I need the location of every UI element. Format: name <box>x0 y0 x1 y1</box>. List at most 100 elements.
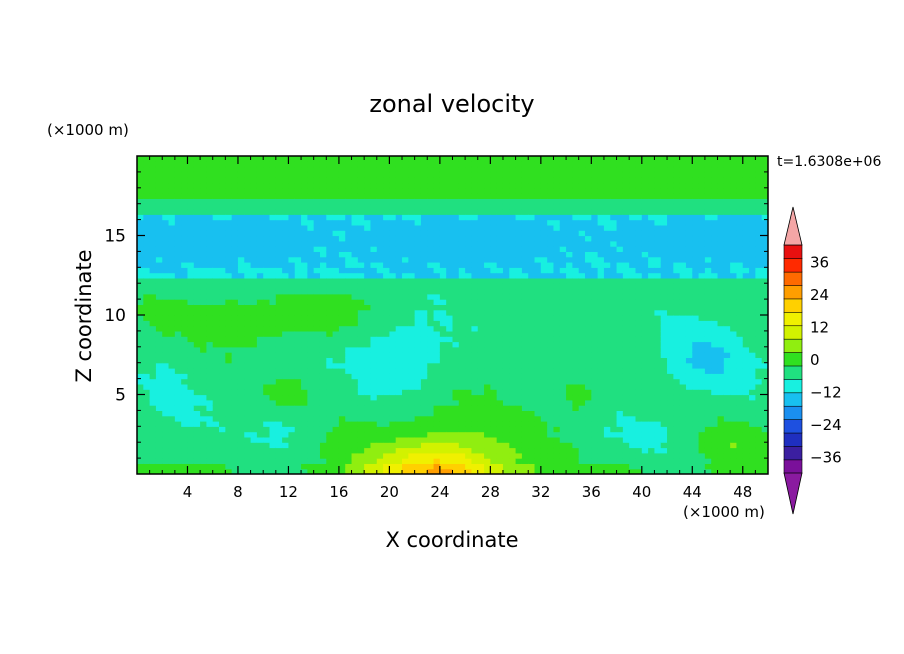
contour-cell <box>408 442 416 449</box>
contour-cell <box>635 383 643 390</box>
contour-cell <box>610 267 618 274</box>
contour-cell <box>395 357 403 364</box>
contour-cell <box>370 171 378 178</box>
contour-cell <box>263 277 271 284</box>
contour-cell <box>143 330 151 337</box>
contour-cell <box>212 161 220 168</box>
contour-cell <box>534 182 542 189</box>
contour-cell <box>200 166 208 173</box>
contour-cell <box>427 357 435 364</box>
contour-cell <box>244 468 252 474</box>
contour-cell <box>490 246 498 252</box>
contour-cell <box>301 431 308 438</box>
contour-cell <box>244 203 252 210</box>
contour-cell <box>402 309 409 316</box>
contour-cell <box>263 240 271 247</box>
contour-cell <box>433 177 441 184</box>
contour-cell <box>427 230 435 237</box>
contour-cell <box>301 458 308 464</box>
contour-cell <box>383 277 390 284</box>
contour-cell <box>622 320 630 327</box>
contour-cell <box>364 421 372 427</box>
contour-cell <box>137 315 144 321</box>
contour-cell <box>566 299 573 305</box>
contour-cell <box>206 219 214 226</box>
contour-cell <box>465 272 473 279</box>
contour-cell <box>402 156 409 162</box>
contour-cell <box>275 171 283 178</box>
contour-cell <box>282 373 290 380</box>
contour-cell <box>155 442 163 449</box>
contour-cell <box>364 224 372 231</box>
contour-cell <box>559 166 567 173</box>
contour-cell <box>269 224 277 231</box>
contour-cell <box>477 193 485 199</box>
contour-cell <box>566 383 573 390</box>
contour-cell <box>547 219 555 226</box>
contour-cell <box>559 299 567 305</box>
contour-cell <box>376 362 384 369</box>
contour-cell <box>345 341 353 348</box>
contour-cell <box>547 436 555 443</box>
contour-cell <box>269 373 277 380</box>
contour-cell <box>446 389 454 396</box>
contour-cell <box>193 415 201 422</box>
contour-cell <box>187 362 195 369</box>
contour-cell <box>263 458 271 464</box>
contour-cell <box>521 171 529 178</box>
contour-cell <box>162 336 170 343</box>
contour-cell <box>193 426 201 433</box>
contour-cell <box>408 277 416 284</box>
contour-cell <box>521 230 529 237</box>
contour-cell <box>402 357 409 364</box>
contour-cell <box>471 463 479 470</box>
contour-cell <box>288 235 296 242</box>
contour-cell <box>275 426 283 433</box>
contour-cell <box>364 214 372 221</box>
contour-cell <box>212 299 220 305</box>
contour-cell <box>648 336 656 343</box>
contour-cell <box>326 272 334 279</box>
contour-cell <box>597 166 605 173</box>
contour-cell <box>477 251 485 258</box>
contour-cell <box>338 198 346 205</box>
contour-cell <box>452 336 460 343</box>
contour-cell <box>572 330 580 337</box>
contour-cell <box>471 389 479 396</box>
contour-cell <box>162 262 170 268</box>
contour-cell <box>471 399 479 406</box>
contour-cell <box>389 415 397 422</box>
contour-cell <box>572 177 580 184</box>
contour-cell <box>282 299 290 305</box>
contour-cell <box>654 378 662 385</box>
contour-cell <box>313 166 321 173</box>
contour-cell <box>465 346 473 353</box>
contour-cell <box>237 193 245 199</box>
contour-cell <box>370 193 378 199</box>
contour-cell <box>357 272 365 279</box>
contour-cell <box>540 198 548 205</box>
contour-cell <box>244 288 252 295</box>
contour-cell <box>162 283 170 290</box>
contour-cell <box>351 187 359 194</box>
contour-cell <box>345 330 353 337</box>
contour-cell <box>187 182 195 189</box>
contour-cell <box>288 346 296 353</box>
contour-cell <box>559 219 567 226</box>
contour-cell <box>137 452 144 459</box>
contour-cell <box>269 251 277 258</box>
contour-cell <box>591 447 599 454</box>
contour-cell <box>521 468 529 474</box>
contour-cell <box>521 336 529 343</box>
contour-cell <box>509 230 517 237</box>
contour-cell <box>597 230 605 237</box>
contour-cell <box>168 177 176 184</box>
contour-cell <box>219 177 226 184</box>
contour-cell <box>149 346 157 353</box>
contour-cell <box>351 378 359 385</box>
contour-cell <box>603 309 611 316</box>
contour-cell <box>654 442 662 449</box>
contour-cell <box>332 352 340 358</box>
contour-cell <box>294 415 302 422</box>
contour-cell <box>332 436 340 443</box>
